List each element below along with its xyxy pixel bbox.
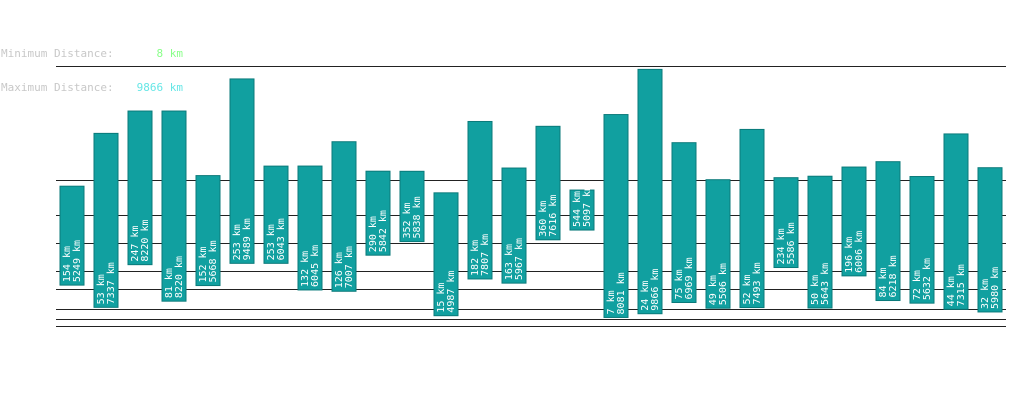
range-bar [705, 179, 731, 309]
bar-min-label: 75 km [674, 269, 685, 299]
range-bar [127, 110, 153, 266]
min-distance-label: Minimum Distance: [1, 47, 114, 60]
bar-min-label: 196 km [844, 237, 855, 273]
range-bar [229, 78, 255, 264]
range-bar [909, 176, 935, 304]
bar-max-label: 7337 km [106, 262, 117, 304]
bar-max-label: 5980 km [990, 267, 1001, 309]
range-bar [195, 175, 221, 287]
bar-max-label: 7315 km [956, 264, 967, 306]
range-bar [59, 185, 85, 286]
range-bar [739, 128, 765, 309]
bar-min-label: 52 km [742, 274, 753, 304]
bar-max-label: 6006 km [854, 231, 865, 273]
bar-min-label: 84 km [878, 267, 889, 297]
bar-max-label: 6969 km [684, 257, 695, 299]
bar-max-label: 5842 km [378, 210, 389, 252]
range-bar [977, 167, 1003, 313]
range-bar [535, 125, 561, 241]
bar-max-label: 7007 km [344, 246, 355, 288]
bar-max-label: 7807 km [480, 234, 491, 276]
bar-min-label: 154 km [62, 246, 73, 282]
bar-max-label: 7493 km [752, 262, 763, 304]
bar-min-label: 7 km [606, 290, 617, 314]
bar-max-label: 5838 km [412, 196, 423, 238]
bar-min-label: 15 km [436, 283, 447, 313]
bar-max-label: 5249 km [72, 240, 83, 282]
bar-max-label: 7616 km [548, 195, 559, 237]
range-bar [331, 141, 357, 292]
bar-min-label: 81 km [164, 268, 175, 298]
max-distance-label: Maximum Distance: [1, 81, 114, 94]
min-distance-row: Minimum Distance: 8 km [1, 48, 183, 60]
range-bar [433, 192, 459, 317]
bar-min-label: 253 km [266, 224, 277, 260]
bar-min-label: 182 km [470, 240, 481, 276]
min-distance-value: 8 km [156, 47, 184, 60]
range-bar [93, 132, 119, 308]
distance-stats: Minimum Distance: 8 km Maximum Distance: 9… [1, 26, 183, 105]
bar-max-label: 6218 km [888, 255, 899, 297]
bar-min-label: 247 km [130, 226, 141, 262]
bar-max-label: 6043 km [276, 218, 287, 260]
range-bar [297, 165, 323, 291]
bar-min-label: 234 km [776, 228, 787, 264]
bar-min-label: 352 km [402, 202, 413, 238]
bar-max-label: 5643 km [820, 263, 831, 305]
range-bar [603, 114, 629, 318]
bar-min-label: 544 km [572, 191, 583, 227]
bar-max-label: 5586 km [786, 222, 797, 264]
bar-max-label: 5967 km [514, 238, 525, 280]
range-bar [399, 170, 425, 243]
bar-min-label: 152 km [198, 246, 209, 282]
bar-max-label: 5668 km [208, 240, 219, 282]
bar-min-label: 44 km [946, 276, 957, 306]
range-bar [807, 175, 833, 309]
range-bar [569, 189, 595, 231]
bar-max-label: 4987 km [446, 271, 457, 313]
bar-min-label: 290 km [368, 216, 379, 252]
range-bar [161, 110, 187, 302]
max-distance-row: Maximum Distance: 9866 km [1, 82, 183, 94]
bar-min-label: 49 km [708, 275, 719, 305]
range-bar [467, 120, 493, 280]
bar-min-label: 53 km [96, 274, 107, 304]
range-bar [671, 142, 697, 303]
bar-max-label: 9866 km [650, 269, 661, 311]
bar-min-label: 132 km [300, 251, 311, 287]
range-bar [365, 170, 391, 256]
bar-max-label: 8081 km [616, 272, 627, 314]
bar-max-label: 8220 km [174, 256, 185, 298]
bar-min-label: 72 km [912, 270, 923, 300]
range-bar [773, 177, 799, 269]
range-bar [263, 165, 289, 264]
bar-max-label: 6045 km [310, 245, 321, 287]
range-bar [637, 68, 663, 315]
bar-min-label: 126 km [334, 252, 345, 288]
bar-min-label: 32 km [980, 279, 991, 309]
range-bar [501, 167, 527, 284]
range-bar [943, 133, 969, 310]
bar-min-label: 50 km [810, 275, 821, 305]
bar-min-label: 163 km [504, 244, 515, 280]
max-distance-value: 9866 km [136, 81, 183, 94]
range-bar [841, 166, 867, 277]
bar-max-label: 8220 km [140, 220, 151, 262]
bar-max-label: 5506 km [718, 263, 729, 305]
bar-max-label: 9489 km [242, 218, 253, 260]
range-bar [875, 161, 901, 302]
bar-min-label: 24 km [640, 281, 651, 311]
bar-max-label: 5632 km [922, 258, 933, 300]
bar-min-label: 360 km [538, 201, 549, 237]
bar-min-label: 253 km [232, 224, 243, 260]
bar-max-label: 5097 km [582, 185, 593, 227]
